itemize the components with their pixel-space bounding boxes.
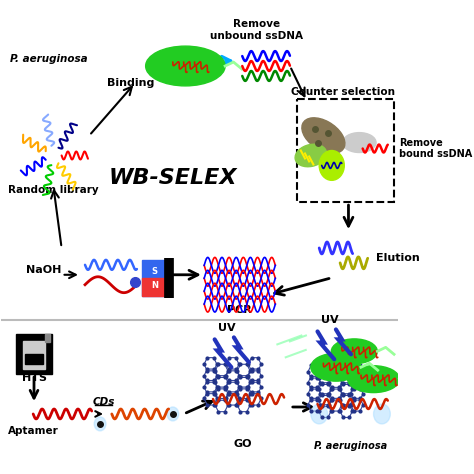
Text: S: S [151,267,157,276]
Text: Binding: Binding [107,78,155,88]
Circle shape [374,404,390,424]
Text: NaOH: NaOH [27,265,62,275]
Text: Elution: Elution [376,253,420,263]
Circle shape [94,417,106,431]
Bar [17,335,52,374]
Text: Counter selection: Counter selection [291,87,395,97]
Text: UV: UV [321,316,339,326]
Ellipse shape [295,144,327,167]
Bar [142,260,167,296]
Ellipse shape [343,133,376,153]
Circle shape [167,407,179,421]
Text: HTS: HTS [21,373,46,383]
Ellipse shape [146,46,225,86]
Text: CDs: CDs [92,397,115,407]
Bar [23,341,45,369]
Ellipse shape [331,339,377,364]
Text: GO: GO [233,439,252,449]
Bar [142,278,167,296]
Text: PCR: PCR [228,305,252,315]
Text: UV: UV [219,323,236,333]
Ellipse shape [347,366,400,392]
Bar [25,354,43,364]
FancyBboxPatch shape [297,99,393,202]
Ellipse shape [319,151,344,180]
Text: P. aeruginosa: P. aeruginosa [10,54,87,64]
Text: P. aeruginosa: P. aeruginosa [314,441,388,451]
Text: Remove
unbound ssDNA: Remove unbound ssDNA [210,19,303,41]
Bar [45,335,50,342]
Text: Aptamer: Aptamer [8,426,59,436]
Text: N: N [151,281,158,290]
Ellipse shape [311,353,361,381]
Text: Remove
bound ssDNA: Remove bound ssDNA [400,138,473,159]
Text: WB-SELEX: WB-SELEX [109,168,237,188]
Text: Random library: Random library [8,185,99,195]
Ellipse shape [302,118,345,154]
Circle shape [311,404,328,424]
